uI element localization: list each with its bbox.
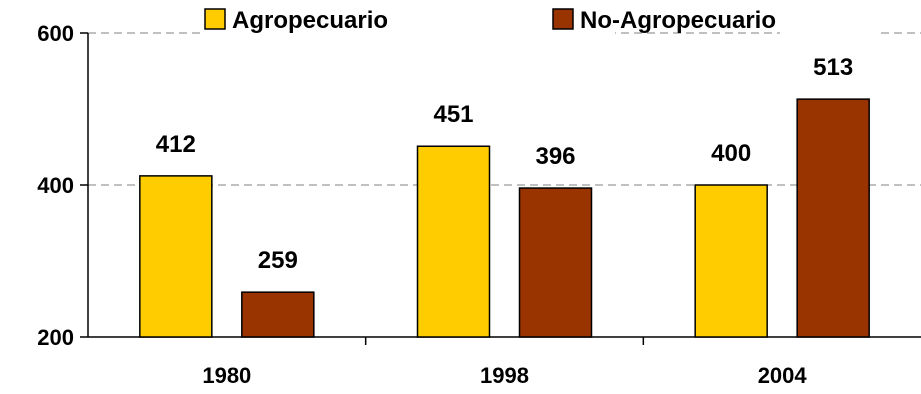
y-tick-label-600: 600: [37, 21, 74, 46]
bars: [139, 98, 870, 338]
axes: [80, 32, 921, 345]
bar-1980-agropecuario: [139, 175, 213, 338]
x-tick-labels: 1980 1998 2004: [202, 363, 807, 388]
data-label-1980-no-agropecuario: 259: [258, 247, 298, 274]
x-tick-label-1998: 1998: [480, 363, 529, 388]
x-tick-label-1980: 1980: [202, 363, 251, 388]
legend-swatch-no-agropecuario: [552, 8, 574, 30]
gridlines: [88, 32, 921, 186]
x-tick-label-2004: 2004: [758, 363, 808, 388]
y-tick-labels: 200 400 600: [37, 21, 74, 350]
legend-label-no-agropecuario: No-Agropecuario: [580, 7, 776, 34]
bar-1980-no-agropecuario: [241, 291, 315, 338]
data-label-1980-agropecuario: 412: [156, 131, 196, 158]
y-tick-label-400: 400: [37, 173, 74, 198]
legend-swatch-agropecuario: [204, 8, 226, 30]
bar-1998-no-agropecuario: [518, 187, 593, 338]
data-labels: 412 259 451 396 400 513: [156, 54, 853, 274]
data-label-2004-no-agropecuario: 513: [813, 54, 853, 81]
bar-1998-agropecuario: [416, 145, 491, 338]
y-tick-label-200: 200: [37, 325, 74, 350]
data-label-2004-agropecuario: 400: [711, 140, 751, 167]
legend-label-agropecuario: Agropecuario: [232, 7, 388, 34]
data-label-1998-no-agropecuario: 396: [535, 143, 575, 170]
bar-2004-no-agropecuario: [796, 98, 870, 338]
data-label-1998-agropecuario: 451: [433, 101, 473, 128]
legend: Agropecuario No-Agropecuario: [200, 0, 880, 36]
bar-2004-agropecuario: [694, 184, 768, 338]
